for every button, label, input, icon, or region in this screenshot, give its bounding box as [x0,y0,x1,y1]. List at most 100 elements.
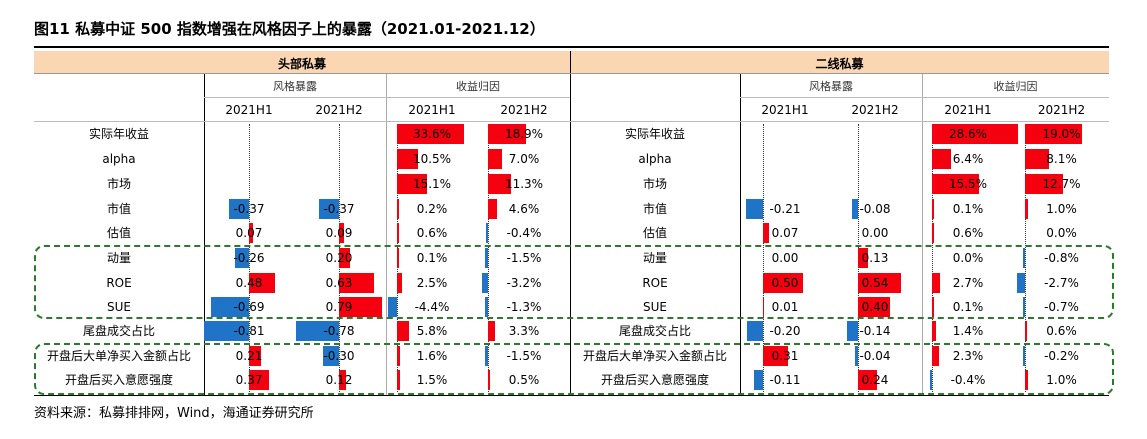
return-bar-negative [1022,248,1025,268]
group-title: 头部私募 [277,57,326,71]
colheader-line [34,121,570,122]
exposure-bar-negative [296,321,339,341]
return-value: 5.8% [416,324,448,338]
return-value: 0.2% [416,202,448,216]
row-label: 动量 [642,251,667,265]
exposure-value: 0.48 [235,276,263,290]
return-value: -3.2% [506,276,542,290]
subheader-line [740,97,1109,98]
source-note: 资料来源：私募排排网，Wind，海通证券研究所 [34,406,314,421]
highlight-box-factors [34,245,1114,319]
exposure-bar-negative [846,321,858,341]
subheader-line [204,97,570,98]
exposure-bar-positive [339,248,350,268]
return-value: -0.2% [1044,349,1079,363]
zero-baseline [249,124,250,392]
return-bar-positive [1025,124,1082,144]
return-bar-positive [488,370,490,390]
header-band-bottom [34,73,1109,74]
return-bar-positive [1025,174,1064,194]
return-bar-positive [397,321,409,341]
exposure-value: -0.78 [323,324,355,338]
exposure-value: 0.12 [325,373,353,387]
exposure-bar-positive [763,223,769,243]
label-column-divider [740,74,741,395]
return-bar-positive [932,273,941,293]
return-bar-negative [1023,346,1025,366]
exposure-bar-negative [322,346,339,366]
return-bar-negative [388,297,397,317]
exposure-value: -0.37 [233,202,265,216]
exposure-bar-positive [339,297,383,317]
exposure-bar-negative [211,297,249,317]
return-bar-negative [1016,273,1025,293]
exposure-value [204,124,294,144]
row-label: 开盘后大单净买入金额占比 [582,349,727,363]
return-value: -2.7% [1044,276,1079,290]
return-bar-positive [397,346,401,366]
exposure-value [830,149,920,169]
exposure-value: 0.20 [325,251,353,265]
return-value: 1.0% [1046,373,1077,387]
return-value: 15.1% [412,177,452,191]
exposure-bar-positive [858,273,902,293]
exposure-value: 0.37 [235,373,263,387]
column-header: 2021H1 [225,103,273,117]
column-header: 2021H1 [944,103,992,117]
return-bar-positive [397,223,399,243]
exposure-bar-positive [858,297,890,317]
return-bar-positive [488,199,498,219]
row-label: 市场 [642,177,667,191]
return-subheader: 收益归因 [456,80,500,93]
return-bar-positive [932,223,934,243]
row-label: 市值 [642,202,667,216]
return-value: 7.0% [508,152,540,166]
exposure-bar-positive [249,223,253,243]
return-value: 0.1% [952,300,984,314]
exposure-bar-positive [249,346,261,366]
exposure-value: -0.69 [233,300,265,314]
return-value: 11.3% [504,177,544,191]
colheader-line [570,121,1109,122]
column-header: 2021H2 [1037,103,1086,117]
exp-return-divider [386,74,387,395]
row-label: 尾盘成交占比 [618,324,691,338]
column-header: 2021H2 [851,103,899,117]
return-value: -0.4% [950,373,986,387]
row-label: 开盘后大单净买入金额占比 [46,349,191,363]
return-value: 0.6% [1046,324,1077,338]
return-value: 1.0% [1046,202,1077,216]
exposure-value [740,124,830,144]
return-bar-positive [1025,149,1050,169]
exposure-value: 0.79 [325,300,353,314]
row-label: 尾盘成交占比 [82,324,155,338]
exposure-value: -0.81 [233,324,265,338]
exposure-bar-positive [339,273,374,293]
return-bar-positive [932,346,939,366]
row-label: 开盘后买入意愿强度 [600,373,709,387]
row-label: 估值 [106,226,131,240]
return-bar-positive [397,174,428,194]
exposure-bar-positive [339,370,346,390]
exposure-value: 0.00 [771,251,799,265]
return-value: 2.5% [416,276,448,290]
return-bar-negative [485,297,488,317]
return-value: 6.4% [952,152,984,166]
return-value: -0.7% [1044,300,1079,314]
zero-baseline [763,124,764,392]
exposure-bar-negative [746,199,763,219]
return-value: 0.0% [1046,226,1077,240]
exposure-value: -0.11 [769,373,801,387]
return-value: 0.1% [416,251,448,265]
exposure-value: 0.31 [771,349,799,363]
exposure-value [830,174,920,194]
exposure-value: -0.37 [323,202,355,216]
exp-return-divider [922,74,923,395]
return-bar-positive [397,199,399,219]
row-label: 开盘后买入意愿强度 [64,373,173,387]
zero-baseline [932,124,933,392]
exposure-value [294,149,384,169]
return-value: 19.0% [1042,127,1081,141]
exposure-value [740,149,830,169]
return-value: 0.6% [416,226,448,240]
